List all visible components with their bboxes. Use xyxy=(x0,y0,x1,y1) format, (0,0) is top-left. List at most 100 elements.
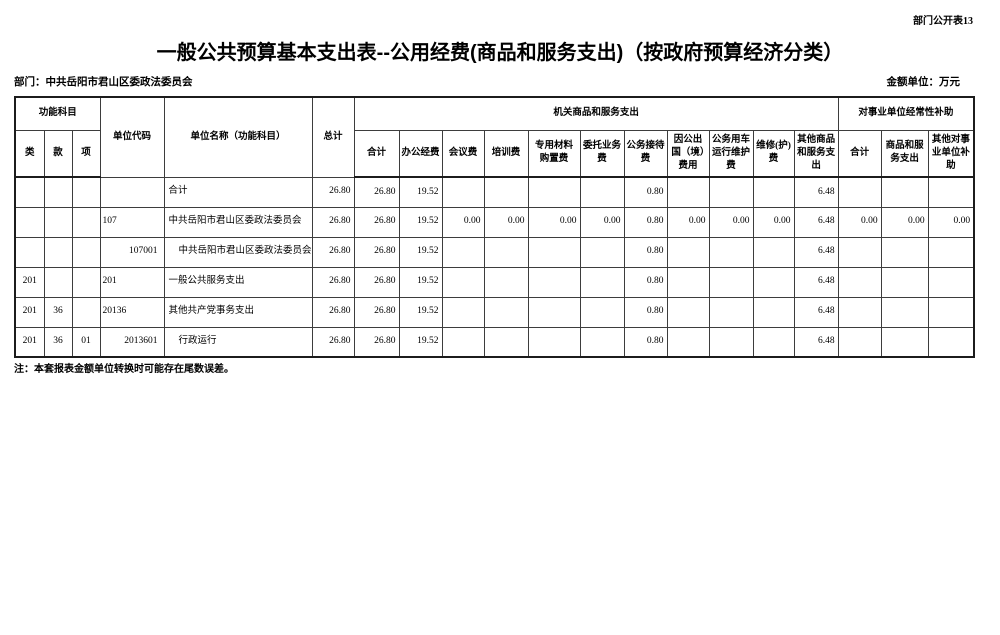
cell-g1-training-fee xyxy=(483,176,529,208)
cell-g2-subtotal xyxy=(837,266,882,298)
cell-g2-goods-services xyxy=(880,296,929,328)
cell-func-kuan xyxy=(43,266,73,298)
page-title: 一般公共预算基本支出表--公用经费(商品和服务支出)（按政府预算经济分类） xyxy=(156,42,844,64)
cell-g2-subtotal xyxy=(837,326,882,358)
cell-unit-code xyxy=(99,176,165,208)
cell-g1-commissioned-business xyxy=(579,266,625,298)
cell-unit-code: 107 xyxy=(99,206,165,238)
cell-g2-other-subsidy xyxy=(927,296,975,328)
cell-g1-commissioned-business xyxy=(579,296,625,328)
cell-g1-repair-fee xyxy=(752,296,795,328)
cell-func-kuan xyxy=(43,236,73,268)
cell-g1-official-reception: 0.80 xyxy=(623,206,668,238)
cell-g1-other-goods-services: 6.48 xyxy=(793,206,839,238)
cell-g2-goods-services xyxy=(880,236,929,268)
cell-g1-meeting-fee xyxy=(441,176,485,208)
cell-func-lei: 201 xyxy=(14,296,45,328)
header-g1-official-reception: 公务接待费 xyxy=(623,129,668,178)
cell-g1-subtotal: 26.80 xyxy=(353,206,400,238)
cell-g1-special-materials: 0.00 xyxy=(527,206,581,238)
cell-g2-other-subsidy xyxy=(927,266,975,298)
cell-g1-overseas-travel: 0.00 xyxy=(666,206,710,238)
header-g2-subtotal: 合计 xyxy=(837,129,882,178)
cell-total: 26.80 xyxy=(311,176,355,208)
cell-unit-name: 一般公共服务支出 xyxy=(163,266,313,298)
cell-g2-other-subsidy xyxy=(927,176,975,208)
cell-g1-vehicle-maintenance: 0.00 xyxy=(708,206,754,238)
cell-unit-name: 中共岳阳市君山区委政法委员会 xyxy=(163,236,313,268)
header-g1-overseas-travel: 因公出国（境）费用 xyxy=(666,129,710,178)
cell-unit-code: 107001 xyxy=(99,236,165,268)
cell-g2-other-subsidy: 0.00 xyxy=(927,206,975,238)
cell-g1-vehicle-maintenance xyxy=(708,296,754,328)
cell-g1-meeting-fee: 0.00 xyxy=(441,206,485,238)
cell-unit-name: 其他共产党事务支出 xyxy=(163,296,313,328)
cell-func-xiang xyxy=(71,266,101,298)
table-row: 107001 中共岳阳市君山区委政法委员会 26.80 26.80 19.52 0.80 6… xyxy=(14,236,975,268)
header-sub-row: 类 款 项 合计 办公经费 会议费 培训费 专用材料购置费 委托业务费 公务接待… xyxy=(14,129,975,178)
amount-unit-label: 金额单位：万元 xyxy=(886,77,961,88)
cell-g1-training-fee xyxy=(483,236,529,268)
cell-unit-code: 2013601 xyxy=(99,326,165,358)
header-group-agency-goods: 机关商品和服务支出 xyxy=(353,96,839,131)
cell-g1-commissioned-business xyxy=(579,236,625,268)
cell-g1-official-reception: 0.80 xyxy=(623,176,668,208)
cell-func-xiang xyxy=(71,296,101,328)
meta-row: 部门：中共岳阳市君山区委政法委员会 金额单位：万元 xyxy=(14,74,960,89)
cell-g2-subtotal xyxy=(837,296,882,328)
cell-g1-vehicle-maintenance xyxy=(708,326,754,358)
cell-func-kuan: 36 xyxy=(43,326,73,358)
table-row: 107 中共岳阳市君山区委政法委员会 26.80 26.80 19.52 0.00 0.00… xyxy=(14,206,975,238)
cell-total: 26.80 xyxy=(311,266,355,298)
cell-g1-meeting-fee xyxy=(441,296,485,328)
cell-g1-vehicle-maintenance xyxy=(708,176,754,208)
header-g1-other-goods-services: 其他商品和服务支出 xyxy=(793,129,839,178)
cell-g1-special-materials xyxy=(527,296,581,328)
cell-g1-overseas-travel xyxy=(666,236,710,268)
header-group-institution-subsidy: 对事业单位经常性补助 xyxy=(837,96,975,131)
cell-g1-overseas-travel xyxy=(666,266,710,298)
header-g1-repair-fee: 维修(护)费 xyxy=(752,129,795,178)
cell-g1-office-expense: 19.52 xyxy=(398,176,443,208)
cell-total: 26.80 xyxy=(311,206,355,238)
header-g1-meeting-fee: 会议费 xyxy=(441,129,485,178)
cell-g1-vehicle-maintenance xyxy=(708,266,754,298)
cell-g2-other-subsidy xyxy=(927,236,975,268)
header-g1-office-expense: 办公经费 xyxy=(398,129,443,178)
cell-g1-training-fee xyxy=(483,326,529,358)
header-g1-subtotal: 合计 xyxy=(353,129,400,178)
cell-g1-commissioned-business xyxy=(579,176,625,208)
cell-g1-training-fee xyxy=(483,266,529,298)
cell-g1-other-goods-services: 6.48 xyxy=(793,266,839,298)
cell-unit-code: 201 xyxy=(99,266,165,298)
cell-func-lei xyxy=(14,176,45,208)
cell-g1-subtotal: 26.80 xyxy=(353,236,400,268)
cell-g1-vehicle-maintenance xyxy=(708,236,754,268)
cell-g2-goods-services: 0.00 xyxy=(880,206,929,238)
cell-total: 26.80 xyxy=(311,236,355,268)
cell-g1-other-goods-services: 6.48 xyxy=(793,176,839,208)
cell-g1-official-reception: 0.80 xyxy=(623,326,668,358)
cell-g1-repair-fee xyxy=(752,326,795,358)
header-unit-code: 单位代码 xyxy=(99,96,165,178)
header-g1-commissioned-business: 委托业务费 xyxy=(579,129,625,178)
cell-g1-commissioned-business: 0.00 xyxy=(579,206,625,238)
cell-total: 26.80 xyxy=(311,326,355,358)
cell-g1-subtotal: 26.80 xyxy=(353,296,400,328)
cell-g1-official-reception: 0.80 xyxy=(623,266,668,298)
header-func-xiang: 项 xyxy=(71,129,101,178)
cell-unit-name: 合计 xyxy=(163,176,313,208)
header-func-lei: 类 xyxy=(14,129,45,178)
header-g1-special-materials: 专用材料购置费 xyxy=(527,129,581,178)
cell-g1-meeting-fee xyxy=(441,326,485,358)
cell-g1-subtotal: 26.80 xyxy=(353,266,400,298)
cell-g2-subtotal: 0.00 xyxy=(837,206,882,238)
cell-g1-repair-fee xyxy=(752,176,795,208)
cell-g1-office-expense: 19.52 xyxy=(398,266,443,298)
cell-g1-office-expense: 19.52 xyxy=(398,326,443,358)
table-row: 201 36 20136 其他共产党事务支出 26.80 26.80 19.52 0.80 6.… xyxy=(14,296,975,328)
cell-func-xiang xyxy=(71,236,101,268)
cell-g1-subtotal: 26.80 xyxy=(353,326,400,358)
table-row: 201 201 一般公共服务支出 26.80 26.80 19.52 0.80 6.48 xyxy=(14,266,975,298)
